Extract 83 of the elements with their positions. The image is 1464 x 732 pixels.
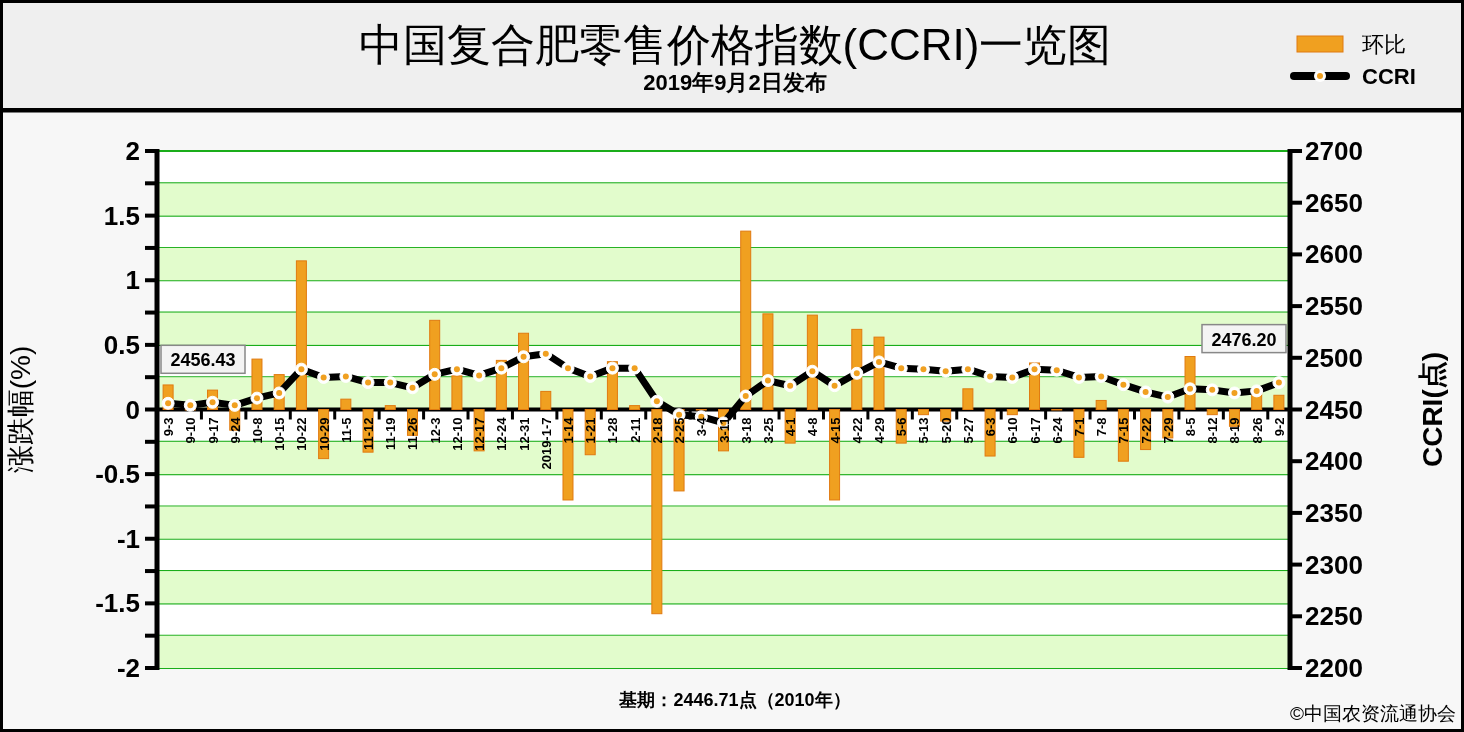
x-tick-label: 5-27 bbox=[960, 417, 976, 444]
x-tick-label: 10-8 bbox=[249, 417, 265, 444]
y2-tick-label: 2250 bbox=[1305, 601, 1363, 632]
x-tick-label: 1-14 bbox=[560, 416, 576, 444]
x-tick-label: 11-26 bbox=[405, 417, 421, 451]
x-tick-label: 3-25 bbox=[760, 417, 776, 444]
x-tick-label: 5-6 bbox=[894, 417, 910, 437]
text: ©中国农资流通协会 bbox=[1290, 703, 1456, 724]
annotation: 2476.20 bbox=[1211, 329, 1277, 350]
x-tick-label: 4-15 bbox=[827, 417, 843, 444]
y-tick-label: -1.5 bbox=[95, 588, 140, 619]
x-tick-label: 6-17 bbox=[1027, 417, 1043, 444]
y2-tick-label: 2300 bbox=[1305, 549, 1363, 580]
chart-title: 中国复合肥零售价格指数(CCRI)一览图 bbox=[358, 20, 1112, 69]
y2-axis-title: CCRI(点) bbox=[1417, 351, 1448, 468]
y-tick-label: -1 bbox=[116, 523, 140, 554]
legend-label: 环比 bbox=[1362, 32, 1406, 57]
y2-tick-label: 2500 bbox=[1305, 342, 1363, 373]
y-tick-label: 1.5 bbox=[103, 200, 140, 231]
x-tick-label: 2019-1-7 bbox=[538, 417, 554, 470]
legend-label: CCRI bbox=[1362, 64, 1416, 89]
annotation: 2456.43 bbox=[160, 344, 246, 375]
x-tick-label: 9-2 bbox=[1271, 417, 1287, 437]
x-tick-label: 7-29 bbox=[1160, 417, 1176, 444]
x-tick-label: 10-22 bbox=[294, 417, 310, 451]
x-tick-label: 12-31 bbox=[516, 417, 532, 451]
y-tick-label: -0.5 bbox=[95, 459, 140, 490]
y2-tick-label: 2200 bbox=[1305, 653, 1363, 683]
x-tick-label: 7-15 bbox=[1116, 417, 1132, 444]
x-tick-label: 12-10 bbox=[449, 417, 465, 451]
annotation: 2456.43 bbox=[170, 350, 236, 371]
x-tick-label: 8-5 bbox=[1183, 417, 1199, 437]
x-tick-label: 8-12 bbox=[1205, 417, 1221, 444]
y2-tick-label: 2550 bbox=[1305, 291, 1363, 322]
x-tick-label: 8-26 bbox=[1249, 417, 1265, 444]
x-tick-label: 6-10 bbox=[1005, 417, 1021, 444]
x-tick-label: 11-19 bbox=[383, 417, 399, 451]
x-tick-label: 2-25 bbox=[672, 417, 688, 444]
y-tick-label: -2 bbox=[116, 653, 140, 683]
x-tick-label: 6-24 bbox=[1049, 416, 1065, 444]
x-tick-label: 3-18 bbox=[738, 417, 754, 444]
y2-tick-label: 2600 bbox=[1305, 239, 1363, 270]
x-tick-label: 7-1 bbox=[1071, 417, 1087, 437]
chart-subtitle: 2019年9月2日发布 bbox=[643, 70, 827, 95]
x-tick-label: 10-15 bbox=[272, 417, 288, 451]
x-tick-label: 9-3 bbox=[161, 417, 177, 437]
x-tick-label: 5-20 bbox=[938, 417, 954, 444]
x-tick-label: 1-28 bbox=[605, 417, 621, 444]
y2-tick-label: 2650 bbox=[1305, 187, 1363, 218]
y-tick-label: 0 bbox=[125, 394, 140, 425]
x-tick-label: 4-8 bbox=[805, 417, 821, 437]
x-tick-label: 5-13 bbox=[916, 417, 932, 444]
y2-tick-label: 2350 bbox=[1305, 497, 1363, 528]
x-tick-label: 11-5 bbox=[338, 417, 354, 443]
x-tick-label: 2-11 bbox=[627, 417, 643, 443]
y2-tick-label: 2400 bbox=[1305, 446, 1363, 477]
x-tick-label: 3-4 bbox=[694, 416, 710, 437]
x-tick-label: 3-11 bbox=[716, 417, 732, 443]
x-tick-label: 10-29 bbox=[316, 417, 332, 451]
x-tick-label: 9-17 bbox=[205, 417, 221, 444]
x-tick-label: 1-21 bbox=[583, 417, 599, 444]
x-tick-label: 4-1 bbox=[783, 417, 799, 437]
annotation: 2476.20 bbox=[1201, 323, 1287, 354]
x-tick-label: 7-8 bbox=[1094, 417, 1110, 437]
x-tick-label: 9-10 bbox=[183, 417, 199, 444]
y-tick-label: 0.5 bbox=[103, 329, 140, 360]
y-axis-title: 涨跌幅(%) bbox=[5, 345, 36, 474]
x-tick-label: 12-17 bbox=[472, 417, 488, 451]
y-tick-label: 1 bbox=[125, 265, 140, 296]
x-tick-label: 4-22 bbox=[849, 417, 865, 444]
x-tick-label: 8-19 bbox=[1227, 417, 1243, 444]
x-tick-label: 7-22 bbox=[1138, 417, 1154, 444]
x-tick-label: 11-12 bbox=[361, 417, 377, 451]
x-tick-label: 6-3 bbox=[983, 417, 999, 437]
x-tick-label: 2-18 bbox=[649, 417, 665, 444]
y2-tick-label: 2450 bbox=[1305, 394, 1363, 425]
text: 基期：2446.71点（2010年） bbox=[618, 690, 851, 710]
y-tick-label: 2 bbox=[125, 136, 140, 166]
x-tick-label: 4-29 bbox=[872, 417, 888, 444]
x-tick-label: 12-24 bbox=[494, 416, 510, 451]
x-tick-label: 9-24 bbox=[227, 416, 243, 444]
x-tick-label: 12-3 bbox=[427, 417, 443, 444]
y2-tick-label: 2700 bbox=[1305, 136, 1363, 166]
